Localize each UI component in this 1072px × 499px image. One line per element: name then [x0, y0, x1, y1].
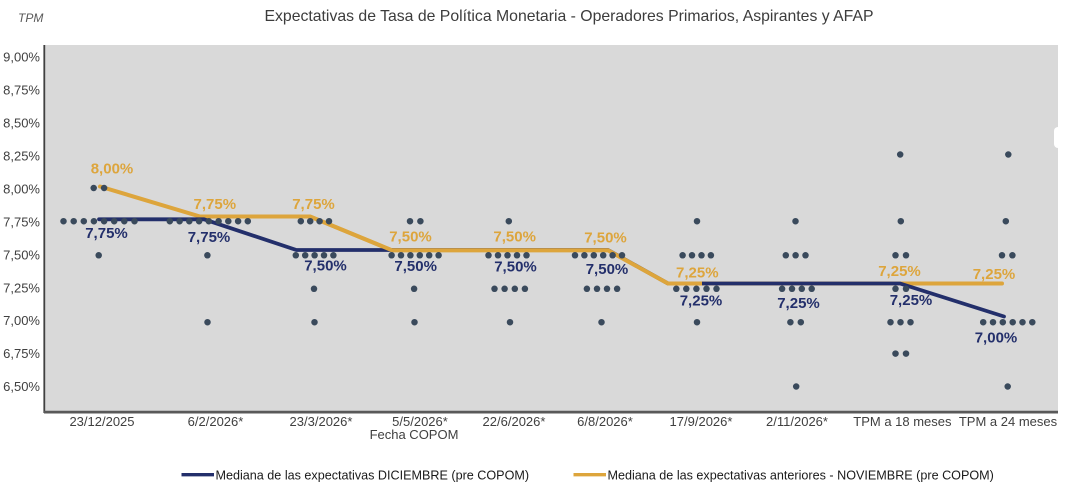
svg-text:7,25%: 7,25% [878, 263, 921, 280]
svg-text:8,75%: 8,75% [3, 83, 40, 98]
svg-text:7,75%: 7,75% [85, 225, 128, 242]
svg-text:Mediana de las expectativas DI: Mediana de las expectativas DICIEMBRE (p… [216, 468, 530, 482]
svg-text:7,25%: 7,25% [890, 292, 933, 309]
svg-text:7,50%: 7,50% [304, 257, 347, 274]
svg-text:7,75%: 7,75% [194, 196, 237, 213]
svg-text:7,50%: 7,50% [493, 228, 536, 245]
svg-text:5/5/2026*: 5/5/2026* [392, 414, 448, 429]
svg-text:23/3/2026*: 23/3/2026* [290, 414, 353, 429]
svg-text:7,00%: 7,00% [3, 313, 40, 328]
svg-text:2/11/2026*: 2/11/2026* [766, 414, 828, 429]
svg-text:23/12/2025: 23/12/2025 [69, 414, 134, 429]
svg-text:7,50%: 7,50% [389, 228, 432, 245]
svg-text:TPM: TPM [18, 11, 43, 25]
svg-text:17/9/2026*: 17/9/2026* [670, 414, 733, 429]
svg-text:7,25%: 7,25% [777, 295, 820, 312]
svg-text:Mediana de las expectativas an: Mediana de las expectativas anteriores -… [608, 468, 994, 482]
svg-text:7,75%: 7,75% [3, 214, 40, 229]
svg-text:8,50%: 8,50% [3, 116, 40, 131]
svg-text:7,25%: 7,25% [676, 264, 719, 281]
svg-text:6/8/2026*: 6/8/2026* [577, 414, 633, 429]
svg-text:7,00%: 7,00% [975, 329, 1018, 346]
svg-text:6/2/2026*: 6/2/2026* [188, 414, 244, 429]
svg-text:7,50%: 7,50% [394, 258, 437, 275]
svg-text:7,25%: 7,25% [973, 266, 1016, 283]
svg-text:7,75%: 7,75% [292, 196, 335, 213]
svg-text:7,75%: 7,75% [188, 229, 231, 246]
svg-text:9,00%: 9,00% [3, 50, 40, 65]
svg-text:7,50%: 7,50% [584, 229, 627, 246]
svg-text:6,50%: 6,50% [3, 379, 40, 394]
svg-text:TPM a 18 meses: TPM a 18 meses [853, 414, 952, 429]
svg-text:Expectativas de Tasa de Políti: Expectativas de Tasa de Política Monetar… [264, 8, 873, 25]
svg-text:22/6/2026*: 22/6/2026* [483, 414, 546, 429]
svg-text:TPM a 24 meses: TPM a 24 meses [959, 414, 1058, 429]
svg-text:7,50%: 7,50% [494, 258, 537, 275]
svg-text:Fecha COPOM: Fecha COPOM [370, 427, 459, 442]
svg-text:7,50%: 7,50% [586, 261, 629, 278]
svg-text:7,25%: 7,25% [680, 292, 723, 309]
svg-text:8,25%: 8,25% [3, 149, 40, 164]
svg-text:8,00%: 8,00% [91, 160, 134, 177]
svg-text:7,50%: 7,50% [3, 247, 40, 262]
svg-text:8,00%: 8,00% [3, 181, 40, 196]
svg-text:7,25%: 7,25% [3, 280, 40, 295]
svg-text:6,75%: 6,75% [3, 346, 40, 361]
